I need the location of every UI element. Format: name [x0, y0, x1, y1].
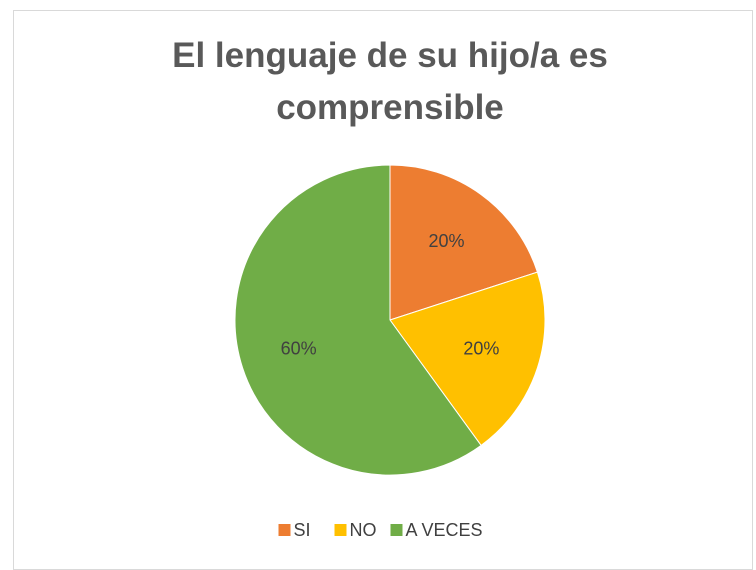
legend-label: A VECES — [406, 520, 483, 540]
pie-slice — [389, 271, 546, 447]
data-label: 20% — [463, 338, 499, 358]
data-label: 60% — [281, 338, 317, 358]
legend-swatch — [334, 524, 347, 536]
legend-label: SI — [294, 520, 311, 540]
legend-label: NO — [350, 520, 377, 540]
chart-title: El lenguaje de su hijo/a es comprensible — [172, 36, 608, 127]
legend-swatch — [278, 524, 291, 536]
data-label: 20% — [428, 231, 464, 251]
pie-slice — [234, 164, 482, 476]
pie-slice — [389, 164, 539, 321]
legend-swatch — [390, 524, 403, 536]
